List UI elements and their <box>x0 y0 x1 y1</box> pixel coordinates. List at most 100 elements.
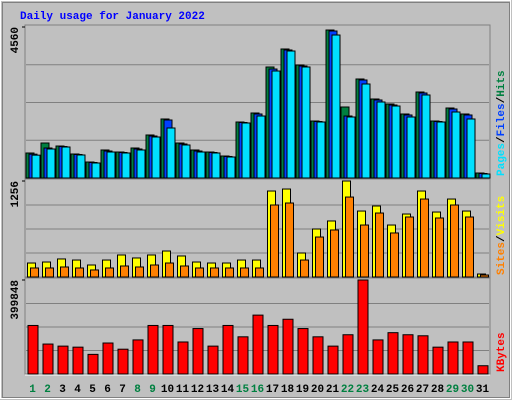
bar <box>375 212 384 278</box>
legend-entry: Sites <box>496 242 508 275</box>
bar <box>331 34 341 179</box>
bar <box>165 262 174 278</box>
x-tick-label: 13 <box>206 384 220 396</box>
bar <box>117 348 129 375</box>
legend: Pages/Files/Hits <box>496 70 508 176</box>
x-tick-label: 7 <box>119 384 126 396</box>
x-tick-label: 12 <box>191 384 204 396</box>
bar <box>76 154 86 179</box>
bar <box>121 152 131 179</box>
x-tick-label: 9 <box>149 384 156 396</box>
x-tick-label: 11 <box>176 384 190 396</box>
x-tick-label: 18 <box>281 384 295 396</box>
bar <box>207 345 219 375</box>
bar <box>150 264 159 278</box>
bar <box>465 216 474 278</box>
bar <box>106 151 116 179</box>
bar <box>420 198 429 278</box>
bar <box>61 146 71 179</box>
bar <box>345 196 354 278</box>
x-tick-label: 5 <box>89 384 96 396</box>
x-tick-label: 28 <box>431 384 445 396</box>
x-tick-label: 19 <box>296 384 309 396</box>
x-tick-label: 25 <box>386 384 400 396</box>
x-tick-label: 26 <box>401 384 414 396</box>
x-tick-label: 16 <box>251 384 264 396</box>
bar <box>282 318 294 375</box>
bar <box>421 94 431 179</box>
bar <box>346 116 356 179</box>
bar <box>360 224 369 278</box>
x-tick-label: 15 <box>236 384 250 396</box>
x-tick-label: 24 <box>371 384 385 396</box>
bar <box>450 204 459 278</box>
bar <box>361 83 371 179</box>
bar <box>256 115 266 179</box>
bar <box>390 232 399 278</box>
bar <box>181 144 191 179</box>
legend: KBytes <box>496 332 508 372</box>
bar <box>102 342 114 375</box>
bar <box>451 111 461 179</box>
bar <box>271 70 281 179</box>
bar <box>330 229 339 278</box>
y-tick-label: 1256 <box>10 181 22 207</box>
bar <box>312 336 324 375</box>
bar <box>267 324 279 375</box>
legend-separator: / <box>496 235 508 242</box>
bar <box>480 274 489 278</box>
x-tick-label: 10 <box>161 384 174 396</box>
x-tick-label: 30 <box>461 384 474 396</box>
bar <box>357 279 369 375</box>
bar <box>240 267 249 278</box>
x-tick-label: 21 <box>326 384 340 396</box>
bar <box>435 217 444 278</box>
bar <box>105 267 114 278</box>
x-tick-label: 1 <box>29 384 36 396</box>
bar <box>405 216 414 278</box>
legend: Sites/Visits <box>496 196 508 275</box>
bar <box>46 148 56 179</box>
bar <box>211 152 221 179</box>
bar <box>417 335 429 375</box>
bar <box>196 151 206 179</box>
bar <box>87 353 99 375</box>
legend-separator: / <box>496 136 508 143</box>
bar <box>151 136 161 179</box>
chart-title: Daily usage for January 2022 <box>20 11 205 23</box>
bar <box>462 341 474 375</box>
bar <box>27 324 39 375</box>
x-tick-label: 29 <box>446 384 459 396</box>
bar <box>481 173 491 179</box>
bar <box>42 343 54 375</box>
bar <box>432 346 444 375</box>
bar <box>255 267 264 278</box>
bar <box>147 324 159 375</box>
bar <box>447 341 459 375</box>
bar <box>315 236 324 278</box>
bar <box>406 116 416 179</box>
bar <box>327 345 339 375</box>
bar <box>31 154 41 179</box>
bar <box>162 324 174 375</box>
legend-entry: KBytes <box>496 332 508 372</box>
bar <box>225 267 234 278</box>
bar <box>45 267 54 278</box>
legend-entry: Hits <box>496 70 508 96</box>
x-tick-label: 2 <box>44 384 51 396</box>
bar <box>132 339 144 375</box>
y-tick-label: 4560 <box>10 27 22 53</box>
bar <box>91 162 101 179</box>
x-tick-label: 17 <box>266 384 279 396</box>
bar <box>297 328 309 375</box>
bar <box>342 334 354 375</box>
bar <box>391 105 401 179</box>
bar <box>192 328 204 375</box>
bar <box>57 345 69 375</box>
bar <box>270 204 279 278</box>
bar <box>237 336 249 375</box>
bar <box>402 334 414 375</box>
